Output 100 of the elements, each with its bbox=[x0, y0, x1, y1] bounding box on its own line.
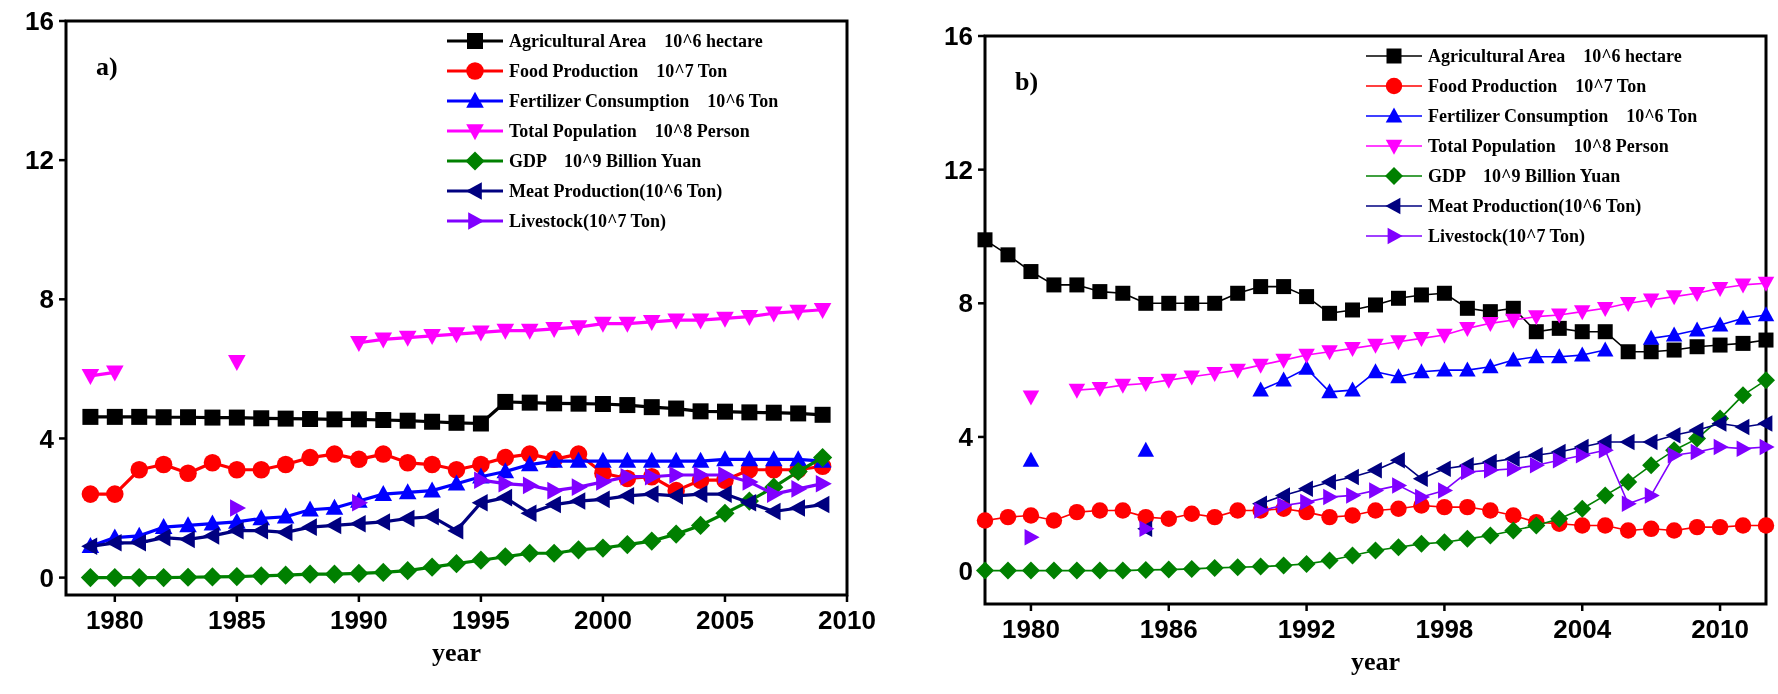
point bbox=[1529, 457, 1545, 474]
point bbox=[544, 543, 564, 563]
point bbox=[1711, 281, 1729, 297]
point bbox=[447, 521, 464, 540]
y-tick-label: 16 bbox=[25, 6, 54, 37]
point bbox=[1046, 277, 1062, 293]
point bbox=[1136, 560, 1155, 579]
x-tick-label: 2005 bbox=[696, 605, 754, 635]
point bbox=[1253, 279, 1269, 295]
point bbox=[447, 327, 466, 344]
point bbox=[1389, 538, 1408, 557]
point bbox=[691, 313, 710, 330]
point bbox=[496, 448, 515, 467]
point bbox=[1688, 422, 1704, 439]
point bbox=[667, 313, 685, 330]
point bbox=[1459, 498, 1476, 516]
point bbox=[1206, 508, 1223, 526]
text: a) bbox=[96, 52, 118, 81]
point bbox=[1344, 342, 1361, 358]
point bbox=[252, 461, 271, 479]
point bbox=[1711, 518, 1729, 536]
y-tick-label: 0 bbox=[39, 562, 54, 593]
point bbox=[1505, 507, 1522, 524]
point bbox=[1091, 382, 1109, 398]
point bbox=[1505, 351, 1522, 367]
point bbox=[1482, 502, 1499, 519]
point bbox=[1275, 353, 1292, 369]
point bbox=[1621, 495, 1637, 513]
point bbox=[1736, 440, 1752, 457]
point bbox=[669, 466, 686, 484]
point bbox=[1413, 287, 1429, 303]
point bbox=[1550, 509, 1569, 528]
point bbox=[1251, 557, 1270, 576]
legend-label: Agricultural Area 10^6 hectare bbox=[1428, 46, 1682, 67]
point bbox=[204, 409, 221, 426]
point bbox=[1182, 559, 1201, 578]
point bbox=[521, 394, 538, 411]
point bbox=[766, 485, 783, 503]
point bbox=[1000, 247, 1016, 263]
point bbox=[1091, 502, 1109, 519]
point bbox=[1598, 442, 1614, 459]
point bbox=[203, 527, 220, 545]
legend-label: Meat Production(10^6 Ton) bbox=[1428, 196, 1642, 218]
point bbox=[301, 500, 319, 517]
point bbox=[154, 568, 174, 588]
point bbox=[1528, 348, 1545, 364]
point bbox=[1552, 452, 1568, 469]
x-axis-title: year bbox=[431, 638, 482, 667]
point bbox=[276, 523, 293, 542]
point bbox=[715, 503, 735, 523]
point bbox=[1711, 316, 1729, 332]
point bbox=[130, 534, 147, 552]
legend-label: Fertilizer Consumption 10^6 Ton bbox=[509, 91, 779, 112]
point bbox=[1137, 441, 1155, 457]
point bbox=[472, 415, 489, 432]
point bbox=[1413, 332, 1430, 347]
point bbox=[593, 490, 610, 509]
point bbox=[596, 473, 613, 491]
point bbox=[1573, 438, 1589, 456]
legend-label: Meat Production(10^6 Ton) bbox=[509, 181, 723, 203]
point bbox=[520, 323, 539, 340]
point bbox=[716, 311, 734, 328]
point bbox=[1597, 324, 1613, 340]
point bbox=[324, 564, 345, 584]
point bbox=[1573, 346, 1591, 362]
point bbox=[1068, 503, 1086, 521]
point bbox=[1205, 558, 1224, 577]
point bbox=[1734, 517, 1752, 534]
point bbox=[1114, 502, 1132, 519]
point bbox=[520, 504, 537, 523]
point bbox=[1688, 286, 1706, 302]
point bbox=[1551, 348, 1568, 364]
legend-label: Total Population 10^8 Person bbox=[509, 121, 750, 142]
point bbox=[1369, 482, 1385, 499]
point bbox=[977, 232, 993, 248]
point bbox=[1137, 377, 1155, 393]
point bbox=[619, 397, 636, 414]
point bbox=[976, 561, 994, 580]
point bbox=[1757, 306, 1775, 322]
point bbox=[178, 530, 195, 549]
point bbox=[740, 450, 759, 467]
point bbox=[1252, 358, 1269, 374]
x-tick-label: 2010 bbox=[818, 605, 876, 635]
point bbox=[277, 410, 294, 427]
point bbox=[1138, 295, 1154, 311]
point bbox=[374, 513, 391, 531]
point bbox=[276, 455, 295, 474]
point bbox=[398, 561, 418, 581]
point bbox=[1734, 278, 1752, 294]
x-tick-label: 1986 bbox=[1139, 614, 1198, 644]
point bbox=[1297, 480, 1313, 497]
x-axis-title: year bbox=[1350, 647, 1401, 676]
point bbox=[1757, 276, 1775, 292]
point bbox=[594, 316, 612, 333]
point bbox=[1575, 447, 1591, 464]
point bbox=[398, 454, 417, 472]
point bbox=[1276, 279, 1292, 295]
point bbox=[546, 395, 563, 412]
point bbox=[228, 409, 245, 426]
point bbox=[1506, 460, 1522, 477]
